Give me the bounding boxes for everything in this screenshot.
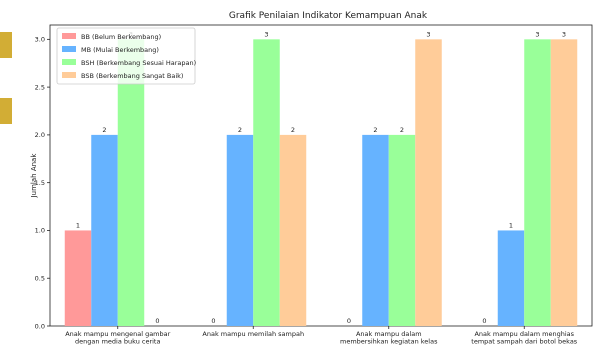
bar-value-label: 0 <box>155 317 159 325</box>
plot-area: 0.0 0.5 1.0 1.5 2.0 2.5 3.0 1 2 3 0 Anak mampu meng… <box>35 24 593 345</box>
y-tick-label: 3.0 <box>35 36 45 44</box>
y-tick-label: 2.5 <box>35 83 45 91</box>
legend-label: BSH (Berkembang Sesuai Harapan) <box>81 59 196 67</box>
legend-swatch <box>62 46 76 52</box>
bar-value-label: 3 <box>426 30 430 38</box>
bar-value-label: 0 <box>482 317 486 325</box>
bar-value-label: 0 <box>347 317 351 325</box>
bar-value-label: 3 <box>535 30 539 38</box>
bar <box>388 134 416 326</box>
decorative-block-top <box>0 32 12 58</box>
bar-value-label: 2 <box>102 126 106 134</box>
y-tick-label: 0.0 <box>35 322 45 330</box>
y-tick-label: 1.5 <box>35 179 45 187</box>
bar <box>550 39 578 326</box>
bar <box>524 39 551 326</box>
x-tick-label: tempat sampah dari botol bekas <box>471 338 578 345</box>
x-tick-label: Anak mampu dalam <box>356 330 422 338</box>
legend-swatch <box>62 33 76 39</box>
bar <box>279 134 307 326</box>
plot-frame <box>49 24 593 327</box>
chart-title: Grafik Penilaian Indikator Kemampuan Ana… <box>229 11 428 21</box>
bar-value-label: 1 <box>76 221 80 229</box>
bar <box>64 230 92 326</box>
bar <box>497 230 525 326</box>
x-tick-label: Anak mampu memilah sampah <box>202 330 304 338</box>
bar <box>91 134 118 326</box>
legend-box <box>56 27 196 85</box>
y-tick-label: 0.5 <box>35 275 45 283</box>
legend-label: MB (Mulai Berkembang) <box>81 46 159 54</box>
bar-value-label: 2 <box>373 126 377 134</box>
bar-value-label: 2 <box>291 126 295 134</box>
x-tick-label: Anak mampu mengenal gambar <box>65 330 170 338</box>
bar <box>362 134 389 326</box>
legend-label: BSB (Berkembang Sangat Baik) <box>81 72 183 80</box>
decorative-block-bottom <box>0 98 12 124</box>
y-tick-label: 1.0 <box>35 227 45 235</box>
bar-value-label: 1 <box>509 221 513 229</box>
bar-value-label: 0 <box>211 317 215 325</box>
bar-value-label: 3 <box>562 30 566 38</box>
legend-swatch <box>62 72 76 78</box>
bar <box>226 134 254 326</box>
legend-swatch <box>62 59 76 65</box>
bar <box>117 39 145 326</box>
x-tick-label: membersihkan kegiatan kelas <box>340 338 438 345</box>
y-axis-label: Jumlah Anak <box>30 153 38 199</box>
y-tick-label: 2.0 <box>35 131 45 139</box>
bar <box>415 39 442 326</box>
legend-label: BB (Belum Berkembang) <box>81 33 161 41</box>
x-tick-label: dengan media buku cerita <box>75 338 160 345</box>
bar-value-label: 2 <box>400 126 404 134</box>
bar <box>253 39 280 326</box>
bar-value-label: 2 <box>238 126 242 134</box>
x-tick-label: Anak mampu dalam menghias <box>474 330 574 338</box>
bar-value-label: 3 <box>264 30 268 38</box>
